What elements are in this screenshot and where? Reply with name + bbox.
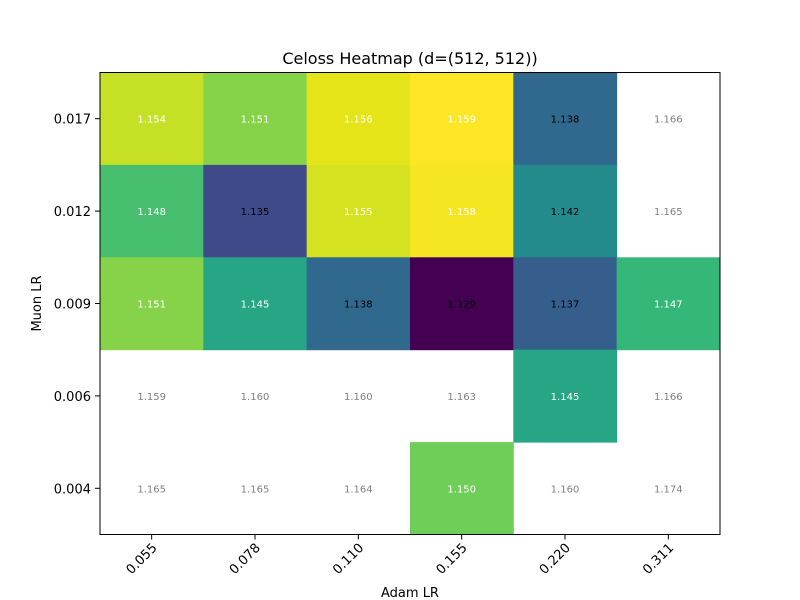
cell-value-label-r0-c3: 1.159 (447, 115, 476, 126)
cell-value-label-r0-c0: 1.154 (137, 115, 166, 126)
chart-title: Celoss Heatmap (d=(512, 512)) (282, 49, 537, 68)
cell-value-label-r4-c0: 1.165 (137, 484, 166, 495)
cell-value-label-r3-c2: 1.160 (344, 392, 373, 403)
x-tick-label-4: 0.220 (537, 541, 574, 578)
x-tick-label-3: 0.155 (434, 541, 471, 578)
heatmap-cell-r2-c4 (513, 257, 618, 351)
cell-value-label-r3-c1: 1.160 (241, 392, 270, 403)
heatmap-cell-r2-c2 (306, 257, 411, 351)
heatmap-cell-r4-c3 (410, 442, 514, 535)
cell-value-label-r3-c0: 1.159 (137, 392, 166, 403)
x-tick-label-2: 0.110 (330, 541, 367, 578)
cell-value-label-r2-c3: 1.129 (447, 300, 476, 311)
x-tick-label-1: 0.078 (227, 541, 264, 578)
heatmap-cell-r1-c1 (203, 164, 308, 258)
cell-value-label-r2-c0: 1.151 (137, 300, 166, 311)
cell-value-label-r2-c5: 1.147 (654, 300, 683, 311)
heatmap-cells: 1.154 1.151 1.156 1.159 1.138 1.166 1.148 1.135… (100, 72, 721, 535)
heatmap-cell-r0-c1 (203, 72, 308, 166)
heatmap-cell-r1-c2 (306, 164, 411, 258)
cell-value-label-r4-c2: 1.164 (344, 484, 373, 495)
cell-value-label-r3-c4: 1.145 (551, 392, 580, 403)
heatmap-cell-r2-c3 (410, 257, 514, 351)
cell-value-label-r2-c1: 1.145 (241, 300, 270, 311)
cell-value-label-r3-c5: 1.166 (654, 392, 683, 403)
heatmap-cell-r0-c3 (410, 72, 514, 166)
cell-value-label-r4-c5: 1.174 (654, 484, 683, 495)
y-tick-label-0: 0.017 (54, 113, 91, 128)
heatmap-cell-r1-c4 (513, 164, 618, 258)
y-axis-label: Muon LR (30, 275, 45, 331)
cell-value-label-r1-c2: 1.155 (344, 207, 373, 218)
y-tick-label-4: 0.004 (54, 482, 91, 497)
x-axis-label: Adam LR (381, 586, 439, 600)
cell-value-label-r3-c3: 1.163 (447, 392, 476, 403)
cell-value-label-r2-c2: 1.138 (344, 300, 373, 311)
heatmap-cell-r0-c2 (306, 72, 411, 166)
heatmap-cell-r2-c5 (616, 257, 721, 351)
cell-value-label-r0-c1: 1.151 (241, 115, 270, 126)
cell-value-label-r0-c5: 1.166 (654, 115, 683, 126)
cell-value-label-r1-c4: 1.142 (551, 207, 580, 218)
y-tick-label-1: 0.012 (54, 205, 91, 220)
y-tick-label-3: 0.006 (54, 390, 91, 405)
x-tick-label-0: 0.055 (124, 541, 161, 578)
cell-value-label-r0-c2: 1.156 (344, 115, 373, 126)
cell-value-label-r1-c0: 1.148 (137, 207, 166, 218)
cell-value-label-r0-c4: 1.138 (551, 115, 580, 126)
heatmap-cell-r2-c1 (203, 257, 308, 351)
cell-value-label-r1-c5: 1.165 (654, 207, 683, 218)
cell-value-label-r1-c1: 1.135 (241, 207, 270, 218)
x-axis-ticks: 0.055 0.078 0.110 0.155 0.220 0.311 (124, 534, 677, 578)
cell-value-label-r4-c4: 1.160 (551, 484, 580, 495)
cell-value-label-r2-c4: 1.137 (551, 300, 580, 311)
heatmap-cell-r3-c4 (513, 349, 618, 443)
y-axis-ticks: 0.017 0.012 0.009 0.006 0.004 (54, 113, 100, 497)
heatmap-cell-r1-c0 (100, 164, 204, 258)
heatmap-cell-r2-c0 (100, 257, 204, 351)
cell-value-label-r1-c3: 1.158 (447, 207, 476, 218)
heatmap-cell-r0-c0 (100, 72, 204, 166)
heatmap-cell-r1-c3 (410, 164, 514, 258)
cell-value-label-r4-c3: 1.150 (447, 484, 476, 495)
x-tick-label-5: 0.311 (640, 541, 677, 578)
cell-value-label-r4-c1: 1.165 (241, 484, 270, 495)
heatmap-cell-r0-c4 (513, 72, 618, 166)
y-tick-label-2: 0.009 (54, 298, 91, 313)
